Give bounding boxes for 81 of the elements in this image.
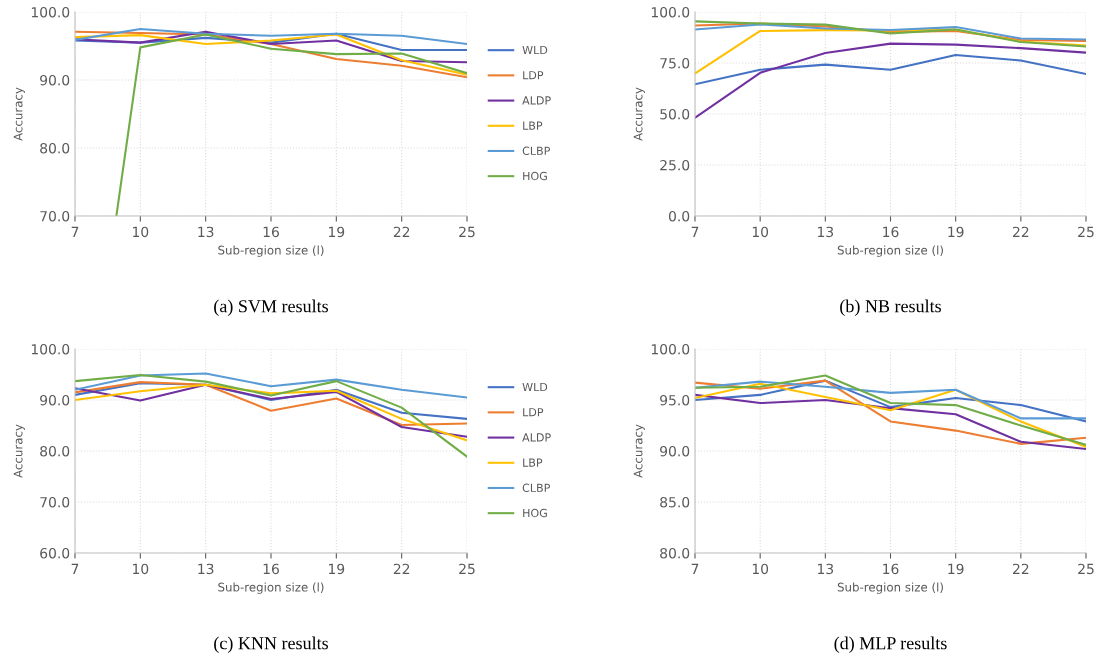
x-tick-label: 7 <box>71 563 79 574</box>
x-tick-label: 22 <box>393 563 410 574</box>
x-tick-label: 16 <box>883 563 899 575</box>
x-tick-label: 25 <box>459 226 475 238</box>
x-tick-label: 7 <box>691 563 699 574</box>
x-tick-label: 16 <box>263 563 279 575</box>
x-tick-label: 13 <box>198 563 214 575</box>
x-tick-label: 10 <box>752 226 769 238</box>
line-series <box>75 381 467 427</box>
y-tick-label: 80.0 <box>40 142 70 154</box>
x-tick-label: 10 <box>133 226 149 238</box>
x-axis-title: Sub-region size (l) <box>837 245 943 257</box>
legend-label: ALDP <box>522 433 551 442</box>
x-tick-label: 19 <box>948 226 964 238</box>
legend-label: CLBP <box>522 483 550 493</box>
x-tick-label: 25 <box>1078 563 1094 575</box>
x-tick-label: 22 <box>1013 563 1029 574</box>
y-tick-label: 100.0 <box>31 6 70 18</box>
y-tick-label: 100.0 <box>651 343 690 355</box>
x-axis-title: Sub-region size (l) <box>837 582 943 594</box>
y-tick-label: 100.0 <box>31 343 70 355</box>
line-series <box>75 373 467 458</box>
legend-label: ALDP <box>522 96 551 105</box>
x-tick-label: 16 <box>883 226 899 238</box>
y-tick-label: 90.0 <box>40 74 70 86</box>
x-tick-label: 13 <box>198 226 214 238</box>
y-tick-label: 100.0 <box>651 6 690 18</box>
x-tick-label: 19 <box>329 226 345 238</box>
x-tick-label: 25 <box>1078 226 1094 238</box>
y-tick-label: 90.0 <box>660 445 690 457</box>
x-tick-label: 7 <box>71 226 79 237</box>
x-tick-label: 19 <box>948 563 964 575</box>
x-tick-label: 19 <box>329 563 345 575</box>
text: (b) NB results <box>840 299 941 316</box>
y-tick-label: 60.0 <box>40 547 70 559</box>
x-tick-label: 22 <box>1013 226 1029 237</box>
y-axis-title: Accuracy <box>13 87 25 141</box>
x-tick-label: 10 <box>752 563 769 575</box>
y-axis-title: Accuracy <box>633 87 645 141</box>
line-series <box>115 33 467 216</box>
y-axis-title: Accuracy <box>13 424 25 478</box>
y-axis-title: Accuracy <box>633 424 645 478</box>
legend-label: LDP <box>523 408 544 417</box>
text: (c) KNN results <box>214 636 329 653</box>
y-tick-label: 70.0 <box>40 496 70 508</box>
y-tick-label: 75.0 <box>660 57 690 69</box>
text: (a) SVM results <box>214 299 329 316</box>
x-tick-label: 22 <box>393 226 410 237</box>
line-series <box>75 27 467 45</box>
line-series <box>75 30 467 64</box>
line-series <box>695 20 1086 48</box>
legend-label: LBP <box>523 121 543 130</box>
y-tick-label: 90.0 <box>40 394 70 406</box>
y-tick-label: 0.0 <box>668 210 690 222</box>
legend-label: WLD <box>522 45 548 55</box>
x-tick-label: 16 <box>263 226 279 238</box>
x-tick-label: 13 <box>818 563 834 575</box>
y-tick-label: 50.0 <box>660 108 690 120</box>
y-tick-label: 70.0 <box>40 210 70 222</box>
y-tick-label: 80.0 <box>660 547 690 559</box>
text: (d) MLP results <box>834 636 947 653</box>
line-series <box>75 372 467 399</box>
x-tick-label: 13 <box>818 226 834 238</box>
legend-label: LBP <box>523 458 543 467</box>
y-tick-label: 95.0 <box>660 394 690 406</box>
line-series <box>695 42 1086 119</box>
x-axis-title: Sub-region size (l) <box>218 245 324 257</box>
legend-label: HOG <box>523 171 547 181</box>
x-tick-label: 7 <box>691 226 699 237</box>
x-tick-label: 25 <box>459 563 475 575</box>
y-tick-label: 25.0 <box>660 159 690 171</box>
legend-label: WLD <box>522 382 548 392</box>
y-tick-label: 85.0 <box>660 496 690 508</box>
x-axis-title: Sub-region size (l) <box>218 582 324 594</box>
legend-label: CLBP <box>522 146 550 156</box>
legend-label: HOG <box>523 508 547 518</box>
line-series <box>695 393 1086 450</box>
x-tick-label: 10 <box>133 563 149 575</box>
y-tick-label: 80.0 <box>40 445 70 457</box>
line-series <box>695 54 1086 86</box>
legend-label: LDP <box>523 71 544 80</box>
